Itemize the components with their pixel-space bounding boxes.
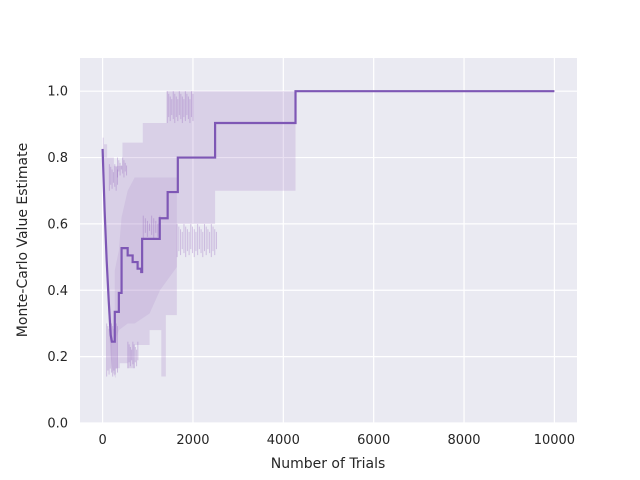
y-tick-label: 0.2	[47, 350, 68, 365]
y-tick-label: 1.0	[47, 85, 68, 100]
plot-area	[80, 58, 577, 423]
x-axis-label: Number of Trials	[271, 456, 386, 472]
y-tick-label: 0.8	[47, 151, 68, 166]
gridlines	[80, 58, 577, 424]
x-tick-labels: 0 2000 4000 6000 8000 10000	[98, 433, 575, 448]
x-tick-label: 10000	[534, 433, 575, 448]
confidence-band	[102, 91, 296, 379]
x-tick-label: 8000	[447, 433, 480, 448]
x-tick-label: 6000	[357, 433, 390, 448]
y-axis-label: Monte-Carlo Value Estimate	[15, 143, 31, 337]
x-tick-label: 2000	[176, 433, 209, 448]
band-striations	[106, 91, 217, 377]
x-tick-label: 4000	[267, 433, 300, 448]
estimate-line	[101, 90, 555, 343]
y-tick-label: 0.0	[47, 417, 68, 432]
y-tick-labels: 0.0 0.2 0.4 0.6 0.8 1.0	[47, 85, 68, 432]
y-tick-label: 0.6	[47, 217, 68, 232]
estimate-line-path	[101, 90, 555, 343]
confidence-band-polygon	[102, 91, 296, 379]
x-tick-label: 0	[98, 433, 106, 448]
y-tick-label: 0.4	[47, 284, 68, 299]
